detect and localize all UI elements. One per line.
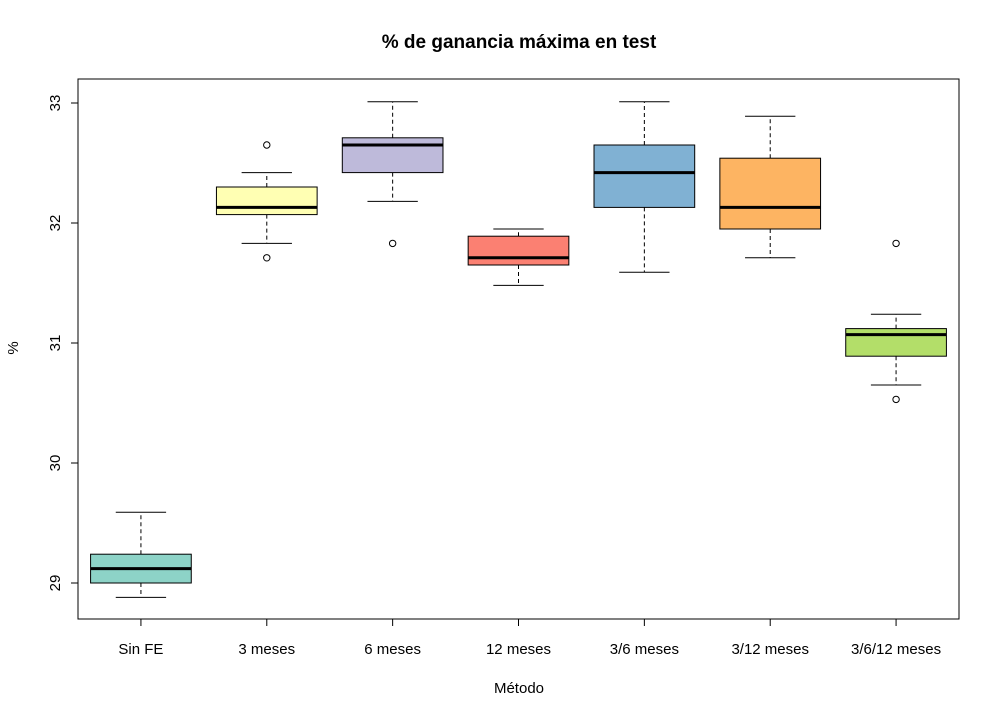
box-4 [467,228,570,286]
y-tick-label: 29 [47,575,64,592]
box-2 [215,141,318,262]
y-tick-label: 30 [47,455,64,472]
y-tick-label: 33 [47,95,64,112]
y-axis-label: % [5,341,22,354]
box-1 [90,511,192,598]
x-tick-label: 3/12 meses [731,641,809,658]
outlier-point [892,395,900,404]
iqr-box [467,235,570,266]
box-7 [845,239,947,404]
iqr-box [719,157,822,230]
iqr-box [845,328,947,357]
box-6 [719,115,822,259]
chart-title: % de ganancia máxima en test [382,32,657,53]
boxes-layer [90,101,947,598]
box-5 [593,101,696,273]
x-tick-label: 12 meses [486,641,551,658]
y-tick-label: 32 [47,215,64,232]
iqr-box [341,137,444,174]
x-axis-label: Método [494,680,544,697]
outlier-point [263,254,271,262]
x-tick-label: 3/6 meses [610,641,679,658]
iqr-box [593,144,696,208]
outlier-point [892,239,900,248]
box-3 [341,101,444,248]
iqr-box [215,186,318,216]
x-tick-label: 3/6/12 meses [851,641,941,658]
y-tick-label: 31 [47,335,64,352]
y-axis: 29 30 31 32 33 [47,95,78,592]
x-axis: Sin FE 3 meses 6 meses 12 meses 3/6 meses 3/1… [118,619,941,658]
x-tick-label: Sin FE [118,641,163,658]
x-tick-label: 3 meses [238,641,295,658]
outlier-point [388,239,397,248]
outlier-point [263,141,271,149]
plot-frame [77,78,960,620]
x-tick-label: 6 meses [364,641,421,658]
